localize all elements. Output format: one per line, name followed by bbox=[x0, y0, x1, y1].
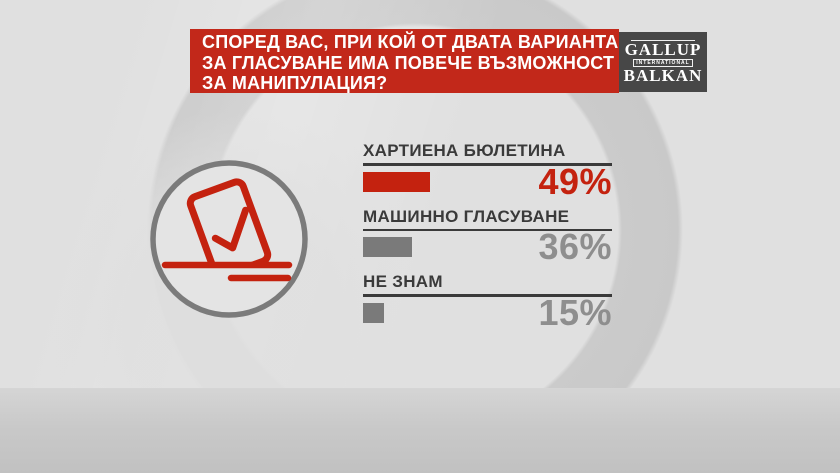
bar-label: ХАРТИЕНА БЮЛЕТИНА bbox=[363, 141, 566, 160]
bar-percent-label: 15% bbox=[538, 291, 612, 333]
logo-balkan-text: BALKAN bbox=[623, 66, 703, 85]
bar-underline bbox=[363, 163, 612, 166]
question-line-1: СПОРЕД ВАС, ПРИ КОЙ ОТ ДВАТА ВАРИАНТА bbox=[202, 32, 619, 52]
question-line-3: ЗА МАНИПУЛАЦИЯ? bbox=[202, 73, 388, 93]
bar-percent-label: 36% bbox=[538, 226, 612, 267]
bar-label: НЕ ЗНАМ bbox=[363, 272, 443, 291]
question-header: СПОРЕД ВАС, ПРИ КОЙ ОТ ДВАТА ВАРИАНТА ЗА… bbox=[190, 29, 619, 93]
bar-value-bar bbox=[363, 302, 384, 323]
question-line-2: ЗА ГЛАСУВАНЕ ИМА ПОВЕЧЕ ВЪЗМОЖНОСТ bbox=[202, 52, 615, 73]
ballot-box-icon bbox=[150, 160, 308, 318]
logo-rule bbox=[631, 40, 695, 41]
floor-band bbox=[0, 388, 840, 473]
gallup-logo: GALLUP INTERNATIONAL BALKAN bbox=[619, 32, 707, 92]
bar-row-dont-know: НЕ ЗНАМ 15% bbox=[363, 272, 612, 333]
bar-chart: ХАРТИЕНА БЮЛЕТИНА 49% МАШИННО ГЛАСУВАНЕ … bbox=[363, 141, 612, 338]
bar-row-paper-ballot: ХАРТИЕНА БЮЛЕТИНА 49% bbox=[363, 141, 612, 202]
bar-row-machine-voting: МАШИННО ГЛАСУВАНЕ 36% bbox=[363, 206, 612, 267]
logo-gallup-text: GALLUP bbox=[624, 40, 702, 59]
bar-underline bbox=[363, 294, 612, 297]
bar-label: МАШИННО ГЛАСУВАНЕ bbox=[363, 206, 570, 226]
bar-value-bar bbox=[363, 237, 412, 257]
logo-international-text: INTERNATIONAL bbox=[633, 59, 693, 67]
bar-underline bbox=[363, 228, 612, 231]
bar-value-bar bbox=[363, 171, 430, 192]
bar-percent-label: 49% bbox=[538, 160, 612, 202]
